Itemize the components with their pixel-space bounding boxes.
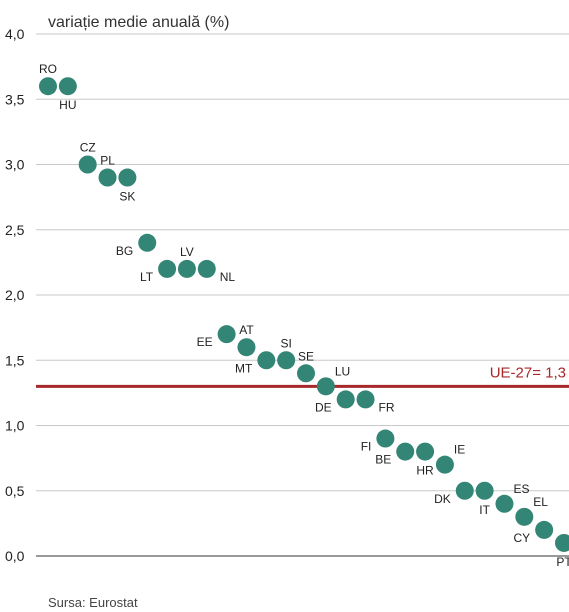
data-point — [158, 259, 177, 278]
reference-line-label: UE-27= 1,3 — [490, 364, 566, 381]
point-label: FI — [361, 440, 372, 454]
y-tick-label: 1,5 — [5, 352, 25, 368]
point-label: PL — [100, 154, 115, 168]
point-label: FR — [379, 400, 395, 414]
point-label: DE — [315, 400, 332, 414]
data-point — [138, 233, 157, 252]
y-tick-label: 3,0 — [5, 157, 25, 173]
point-label: HU — [59, 98, 76, 112]
data-point — [475, 481, 494, 500]
point-label: BG — [116, 244, 133, 258]
data-point — [435, 455, 454, 474]
point-label: NL — [220, 270, 236, 284]
data-point — [416, 442, 435, 461]
point-label: IE — [454, 443, 465, 457]
point-label: BE — [375, 453, 391, 467]
data-point — [39, 77, 57, 96]
data-point — [217, 325, 236, 344]
y-tick-label: 1,0 — [5, 418, 25, 434]
data-point — [555, 533, 569, 552]
data-point — [495, 494, 514, 513]
point-label: SI — [280, 336, 291, 350]
point-label: LU — [335, 364, 350, 378]
data-point — [297, 364, 315, 383]
point-label: LT — [140, 270, 154, 284]
data-point — [356, 390, 375, 409]
y-tick-label: 4,0 — [5, 26, 25, 42]
data-point — [118, 168, 137, 187]
data-point — [396, 442, 415, 461]
data-point — [177, 259, 196, 278]
data-point — [78, 155, 97, 174]
data-point — [197, 259, 216, 278]
point-label: ES — [513, 482, 529, 496]
point-label: EL — [533, 495, 548, 509]
point-label: MT — [235, 361, 253, 375]
point-label: LV — [180, 245, 194, 259]
source-note: Sursa: Eurostat — [48, 595, 138, 610]
data-point — [277, 351, 296, 370]
data-point — [257, 351, 276, 370]
data-point — [237, 338, 256, 357]
data-point — [515, 507, 534, 526]
point-label: IT — [479, 503, 490, 517]
point-label: SK — [119, 190, 135, 204]
point-label: CY — [513, 531, 530, 545]
point-label: CZ — [80, 141, 96, 155]
data-point — [455, 481, 474, 500]
point-label: SE — [298, 349, 314, 363]
y-tick-label: 0,0 — [5, 548, 25, 564]
data-point — [98, 168, 117, 187]
point-label: AT — [239, 323, 254, 337]
data-point — [535, 520, 554, 539]
point-label: PT — [556, 555, 569, 569]
y-tick-label: 0,5 — [5, 483, 25, 499]
data-point — [336, 390, 355, 409]
data-point — [58, 77, 77, 96]
y-axis-ticks: 0,0 0,5 1,0 1,5 2,0 2,5 3,0 3,5 4,0 — [5, 26, 25, 564]
data-point — [316, 377, 335, 396]
y-tick-label: 2,0 — [5, 287, 25, 303]
point-label: RO — [39, 62, 57, 76]
point-label: HR — [416, 464, 434, 478]
point-label: DK — [434, 492, 451, 506]
reference-line-group: UE-27= 1,3 — [36, 364, 569, 388]
y-tick-label: 3,5 — [5, 91, 25, 107]
grid-lines — [36, 33, 569, 557]
chart-title: variație medie anuală (%) — [48, 14, 229, 31]
data-point — [376, 429, 395, 448]
y-tick-label: 2,5 — [5, 222, 25, 238]
point-label: EE — [197, 335, 213, 349]
